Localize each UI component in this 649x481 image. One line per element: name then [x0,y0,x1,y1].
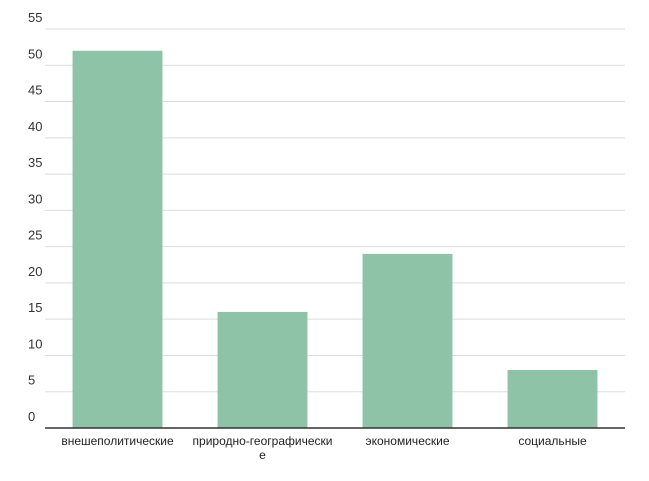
x-tick-label: экономические [365,434,450,448]
y-tick-label: 5 [28,373,35,388]
y-tick-label: 30 [28,191,42,206]
bar [362,253,453,428]
y-tick-label: 10 [28,336,42,351]
y-tick-label: 55 [28,10,42,25]
x-tick-label: социальные [518,434,587,448]
y-tick-label: 40 [28,119,42,134]
y-tick-label: 35 [28,155,42,170]
bar [72,50,163,428]
y-tick-label: 15 [28,300,42,315]
bar [217,311,308,428]
bar [507,369,598,428]
y-tick-label: 45 [28,83,42,98]
x-tick-label: внешеполитические [61,434,174,448]
y-tick-label: 50 [28,46,42,61]
y-tick-label: 25 [28,228,42,243]
y-tick-label: 20 [28,264,42,279]
x-tick-label: природно-географические [192,434,333,462]
y-tick-label: 0 [28,409,35,424]
